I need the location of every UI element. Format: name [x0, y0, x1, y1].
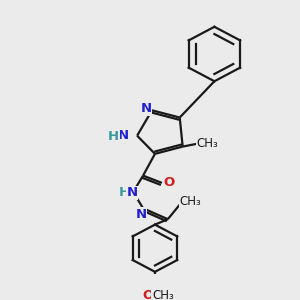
Text: H: H: [108, 130, 119, 143]
Text: N: N: [127, 186, 138, 200]
Text: CH₃: CH₃: [152, 289, 174, 300]
Text: N: N: [136, 208, 147, 221]
Text: CH₃: CH₃: [180, 195, 202, 208]
Text: N: N: [140, 102, 152, 115]
Text: O: O: [163, 176, 174, 189]
Text: N: N: [118, 129, 129, 142]
Text: H: H: [119, 186, 130, 200]
Text: O: O: [142, 289, 154, 300]
Text: CH₃: CH₃: [196, 137, 218, 150]
